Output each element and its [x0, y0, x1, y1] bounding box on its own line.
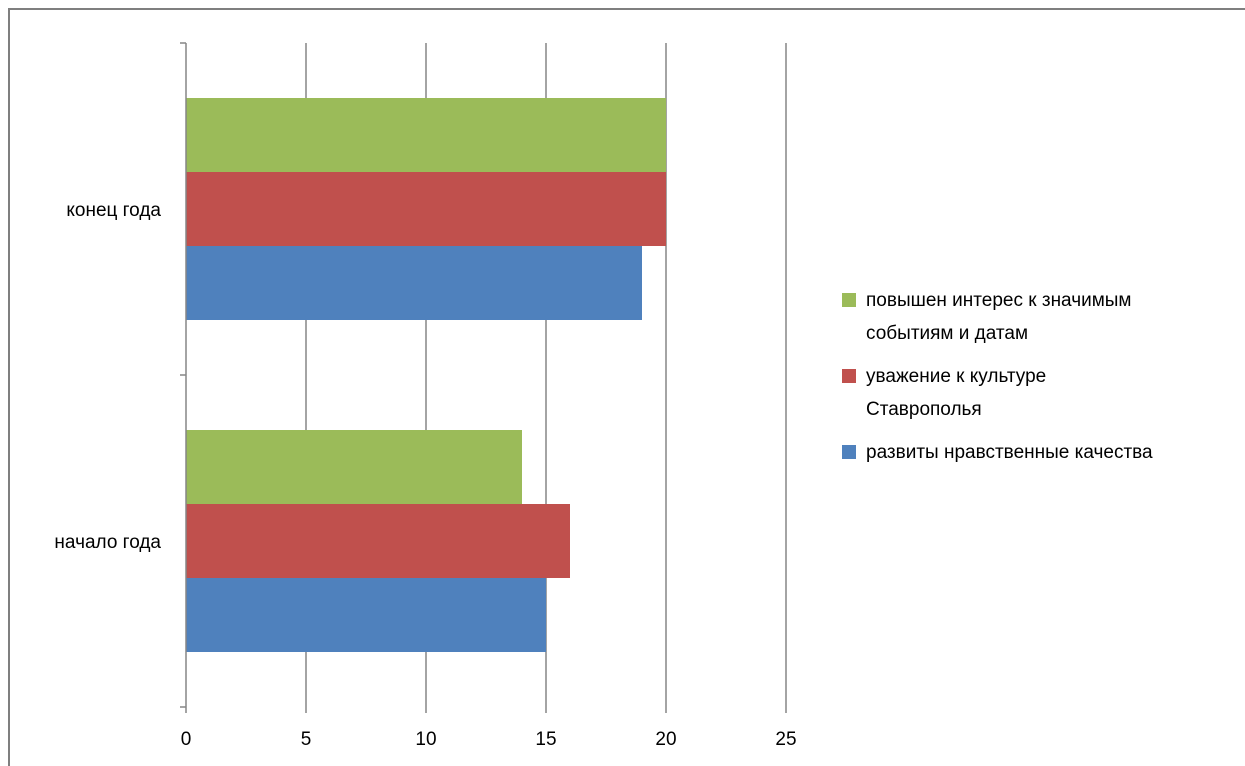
axes	[180, 42, 787, 713]
legend-label-interest-line2: событиям и датам	[866, 323, 1029, 344]
legend-swatch-respect	[842, 369, 856, 383]
bar-start-series-2	[186, 504, 570, 578]
tick-labels: 0 5 10 15 20 25 начало года конец года	[54, 200, 796, 750]
x-tick-label-5: 5	[301, 729, 312, 750]
x-tick-label-15: 15	[535, 729, 556, 750]
legend-item-interest: повышен интерес к значимым событиям и да…	[842, 284, 1232, 350]
x-tick-label-20: 20	[655, 729, 676, 750]
bar-end-series-3	[186, 98, 666, 172]
legend-label-respect-line2: Ставрополья	[866, 399, 982, 420]
legend: повышен интерес к значимым событиям и да…	[842, 284, 1232, 479]
bars	[186, 98, 666, 652]
x-tick-label-0: 0	[181, 729, 192, 750]
x-tick-label-10: 10	[415, 729, 436, 750]
bar-end-series-1	[186, 246, 642, 320]
legend-item-moral: развиты нравственные качества	[842, 436, 1232, 469]
legend-swatch-moral	[842, 445, 856, 459]
legend-swatch-interest	[842, 293, 856, 307]
y-tick-label-1: начало года	[54, 532, 161, 553]
bar-end-series-2	[186, 172, 666, 246]
x-tick-label-25: 25	[775, 729, 796, 750]
legend-label-moral-line1: развиты нравственные качества	[866, 442, 1153, 463]
bar-start-series-1	[186, 578, 546, 652]
bar-start-series-3	[186, 430, 522, 504]
legend-label-interest-line1: повышен интерес к значимым	[866, 290, 1132, 311]
legend-item-respect: уважение к культуре Ставрополья	[842, 360, 1232, 426]
y-tick-label-2: конец года	[66, 200, 161, 221]
legend-label-respect-line1: уважение к культуре	[866, 366, 1047, 387]
chart-frame	[8, 8, 1245, 766]
